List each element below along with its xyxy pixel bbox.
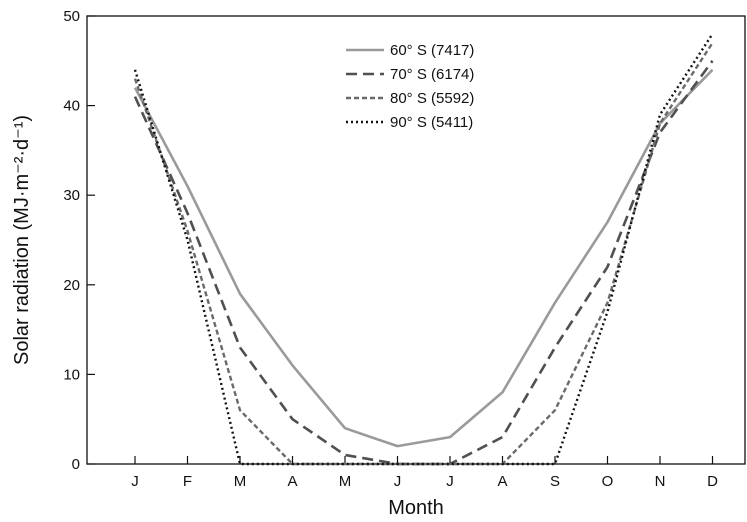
plot-frame [86, 15, 746, 465]
legend-label-4: 90° S (5411) [390, 114, 473, 131]
legend-label-3: 80° S (5592) [390, 90, 474, 107]
x-tick-label: F [183, 473, 192, 490]
y-tick-label: 20 [63, 277, 80, 294]
x-tick-label: M [234, 473, 247, 490]
x-tick-label: J [446, 473, 454, 490]
y-tick-label: 0 [72, 456, 80, 473]
series-lines [133, 33, 714, 466]
y-axis-title: Solar radiation (MJ·m⁻²·d⁻¹) [11, 115, 33, 365]
x-axis-title: Month [388, 497, 444, 519]
x-tick-label: O [602, 473, 614, 490]
x-tick-label: M [339, 473, 352, 490]
axes [86, 15, 746, 465]
y-tick-label: 50 [63, 8, 80, 25]
ticks: 0 10 20 30 40 50 J F M A M J J A S O N D [63, 8, 718, 490]
y-tick-label: 40 [63, 98, 80, 115]
x-tick-label: S [550, 473, 560, 490]
x-tick-label: A [287, 473, 297, 490]
x-tick-label: J [131, 473, 139, 490]
x-tick-label: N [655, 473, 666, 490]
legend: 60° S (7417) 70° S (6174) 80° S (5592) 90° … [346, 42, 474, 131]
series-line-1 [133, 68, 714, 448]
x-tick-label: J [394, 473, 402, 490]
y-tick-label: 10 [63, 366, 80, 383]
series-line-4 [133, 33, 714, 466]
legend-label-2: 70° S (6174) [390, 66, 474, 83]
y-tick-label: 30 [63, 187, 80, 204]
legend-label-1: 60° S (7417) [390, 42, 474, 59]
x-tick-label: D [707, 473, 718, 490]
x-tick-label: A [497, 473, 507, 490]
